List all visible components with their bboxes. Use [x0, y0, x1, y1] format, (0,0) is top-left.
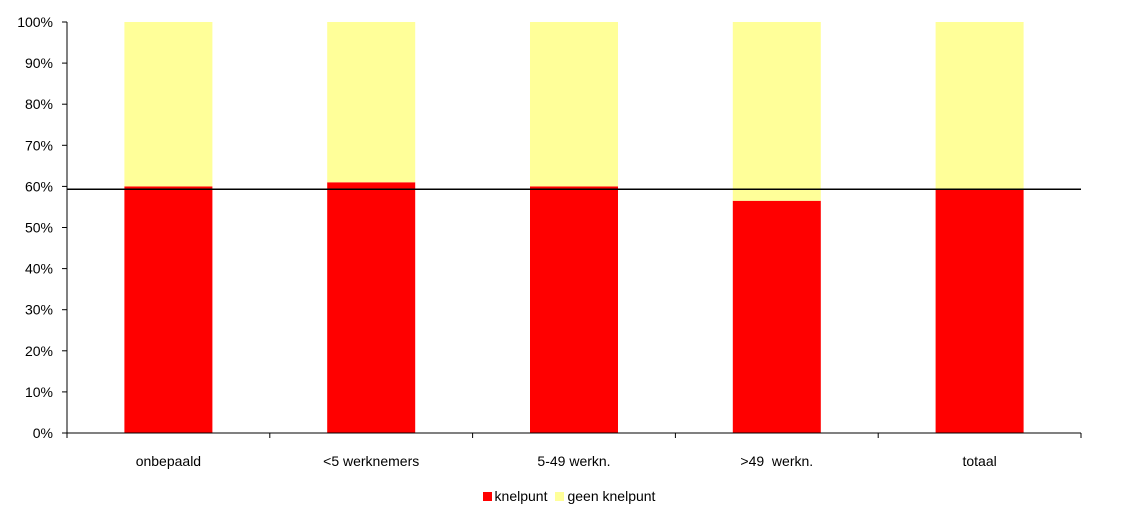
y-tick-label: 50%	[25, 220, 53, 236]
stacked-bar-chart: 0% 10% 20% 30% 40% 50% 60% 70% 80% 90% 100% onbepa…	[17, 14, 1082, 469]
bars-group	[124, 22, 1024, 433]
y-tick-label: 60%	[25, 178, 53, 194]
y-tick-label: 80%	[25, 96, 53, 112]
y-axis: 0% 10% 20% 30% 40% 50% 60% 70% 80% 90% 100%	[17, 14, 68, 441]
legend-item-knelpunt: knelpunt	[482, 488, 548, 504]
y-tick-label: 30%	[25, 302, 53, 318]
x-tick-label: totaal	[962, 453, 996, 469]
x-tick-label: <5 werknemers	[323, 453, 419, 469]
legend-swatch-knelpunt	[482, 491, 492, 501]
x-tick-label: onbepaald	[136, 453, 201, 469]
legend-label-geen-knelpunt: geen knelpunt	[567, 488, 656, 504]
bar-geen-knelpunt-0	[124, 22, 213, 187]
x-tick-label: >49 werkn.	[740, 453, 813, 469]
bar-knelpunt-4	[935, 189, 1024, 433]
bar-knelpunt-2	[530, 186, 618, 433]
bar-geen-knelpunt-2	[530, 22, 618, 187]
y-tick-label: 100%	[17, 14, 53, 30]
bar-geen-knelpunt-3	[732, 22, 821, 201]
y-tick-label: 40%	[25, 261, 53, 277]
x-tick-label: 5-49 werkn.	[537, 453, 610, 469]
bar-knelpunt-0	[124, 186, 213, 433]
x-axis: onbepaald <5 werknemers 5-49 werkn. >49 wer…	[66, 432, 1082, 469]
bar-knelpunt-1	[327, 182, 416, 433]
y-tick-label: 90%	[25, 55, 53, 71]
y-tick-label: 70%	[25, 137, 53, 153]
bar-geen-knelpunt-1	[327, 22, 416, 183]
y-tick-label: 0%	[33, 425, 53, 441]
legend-label-knelpunt: knelpunt	[494, 488, 548, 504]
bar-geen-knelpunt-4	[935, 22, 1024, 190]
y-tick-label: 10%	[25, 384, 53, 400]
legend: knelpunt geen knelpunt	[0, 488, 1138, 504]
y-tick-label: 20%	[25, 343, 53, 359]
legend-item-geen-knelpunt: geen knelpunt	[555, 488, 655, 504]
legend-swatch-geen-knelpunt	[555, 491, 565, 501]
bar-knelpunt-3	[732, 200, 821, 433]
